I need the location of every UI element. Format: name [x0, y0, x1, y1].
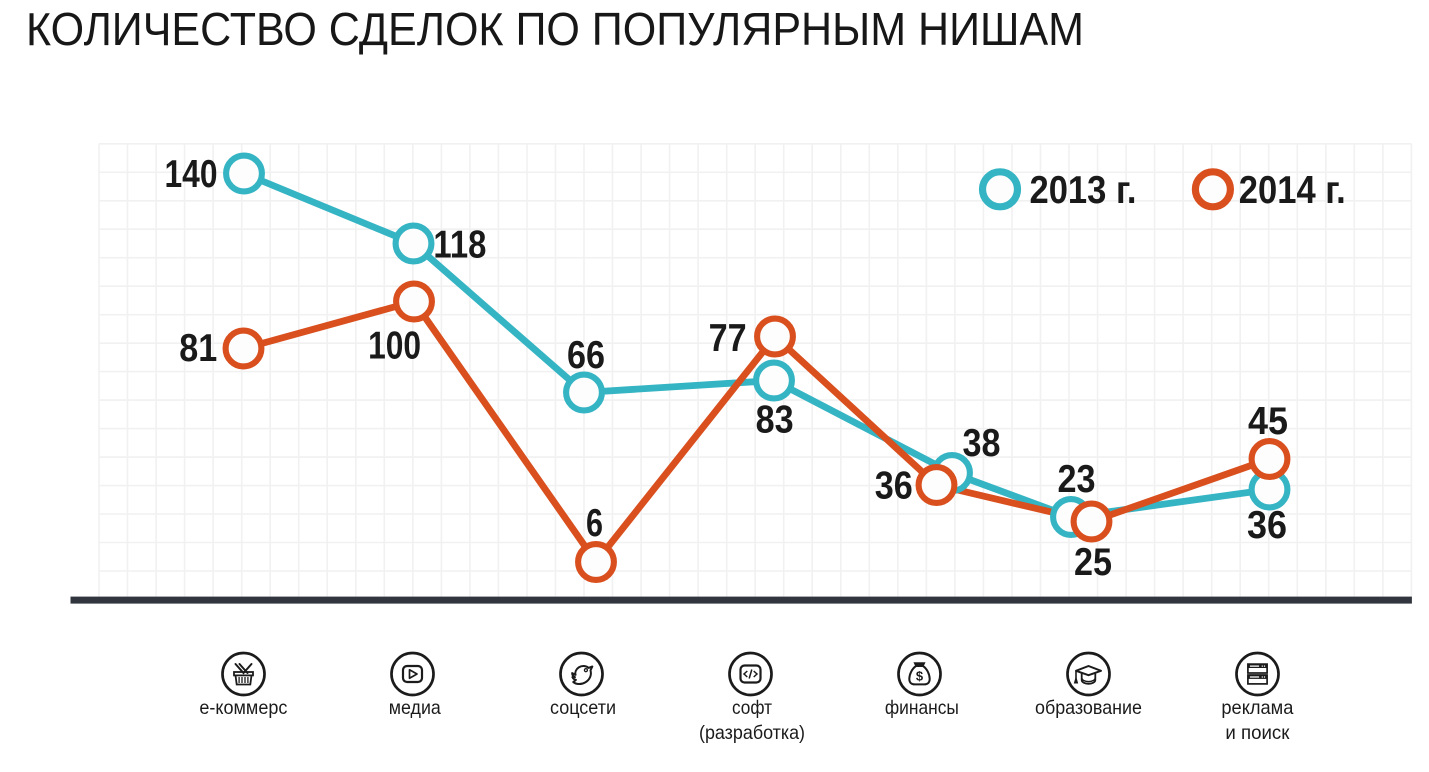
svg-text:и поиск: и поиск — [1225, 722, 1289, 744]
svg-text:100: 100 — [368, 325, 421, 368]
svg-text:118: 118 — [433, 224, 486, 267]
svg-text:81: 81 — [179, 327, 217, 370]
svg-text:45: 45 — [1248, 400, 1288, 443]
svg-text:6: 6 — [586, 502, 603, 545]
svg-text:2013 г.: 2013 г. — [1030, 169, 1137, 212]
svg-text:реклама: реклама — [1221, 697, 1293, 719]
svg-text:е-коммерс: е-коммерс — [199, 697, 287, 719]
svg-text:образование: образование — [1035, 697, 1142, 719]
svg-text:медиа: медиа — [389, 697, 441, 719]
svg-text:финансы: финансы — [885, 697, 959, 719]
svg-text:КОЛИЧЕСТВО СДЕЛОК ПО ПОПУЛЯРНЫ: КОЛИЧЕСТВО СДЕЛОК ПО ПОПУЛЯРНЫМ НИШАМ — [26, 3, 1084, 55]
svg-text:софт: софт — [732, 697, 772, 719]
svg-text:36: 36 — [1247, 504, 1287, 547]
svg-text:36: 36 — [875, 465, 913, 508]
svg-text:83: 83 — [756, 399, 794, 442]
svg-text:соцсети: соцсети — [550, 697, 616, 719]
svg-text:38: 38 — [963, 422, 1001, 465]
svg-text:2014 г.: 2014 г. — [1239, 169, 1346, 212]
svg-text:$: $ — [916, 669, 924, 684]
svg-text:(разработка): (разработка) — [699, 722, 805, 744]
svg-text:66: 66 — [567, 334, 605, 377]
svg-text:25: 25 — [1074, 541, 1112, 584]
svg-text:23: 23 — [1058, 458, 1096, 501]
svg-text:140: 140 — [165, 153, 218, 196]
svg-text:77: 77 — [709, 317, 747, 360]
